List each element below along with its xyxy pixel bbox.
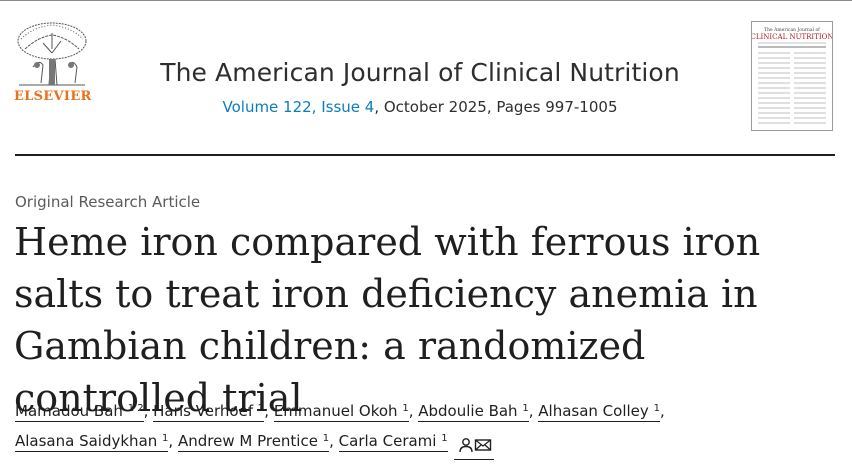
author-affiliation: 1 [322, 433, 330, 444]
author-affiliation: 1 2 [127, 403, 144, 414]
author-affiliation: 1 [402, 403, 409, 414]
journal-cover-thumbnail[interactable]: The American Journal of CLINICAL NUTRITI… [751, 21, 833, 131]
author-link[interactable]: Andrew M Prentice 1 [177, 432, 330, 452]
author-name: Alasana Saidykhan [15, 432, 158, 450]
elsevier-wordmark[interactable]: ELSEVIER [14, 89, 92, 104]
corresponding-author-icons[interactable] [453, 429, 494, 460]
cover-image: The American Journal of CLINICAL NUTRITI… [752, 27, 832, 124]
cover-header-small: The American Journal of [764, 27, 820, 33]
author-link[interactable]: Abdoulie Bah 1 [418, 402, 529, 422]
issue-link[interactable]: Volume 122, Issue 4 [222, 98, 375, 116]
author-name: Abdoulie Bah [418, 402, 518, 420]
author-affiliation: 2 [257, 403, 265, 414]
issue-info: Volume 122, Issue 4, October 2025, Pages… [0, 98, 840, 116]
author-link[interactable]: Emmanuel Okoh 1 [273, 402, 409, 422]
author-link[interactable]: Alasana Saidykhan 1 [15, 432, 169, 452]
top-divider [0, 0, 852, 1]
author-name: Emmanuel Okoh [273, 402, 398, 420]
author-name: Mamadou Bah [15, 402, 123, 420]
elsevier-tree-logo[interactable] [13, 19, 91, 107]
author-link-corresponding[interactable]: Carla Cerami 1 [338, 432, 448, 452]
envelope-icon [474, 438, 491, 451]
header-divider [15, 154, 835, 156]
author-affiliation: 1 [522, 403, 529, 414]
article-title: Heme iron compared with ferrous iron sal… [14, 220, 761, 420]
author-link[interactable]: Hans Verhoef 2 [153, 402, 265, 422]
journal-title[interactable]: The American Journal of Clinical Nutriti… [160, 58, 680, 87]
author-list: Mamadou Bah 1 2, Hans Verhoef 2, Emmanue… [15, 396, 845, 460]
article-type: Original Research Article [15, 193, 201, 211]
issue-date-pages: , October 2025, Pages 997-1005 [374, 98, 618, 116]
author-affiliation: 1 [653, 403, 660, 414]
author-link[interactable]: Mamadou Bah 1 2 [15, 402, 144, 422]
author-name: Hans Verhoef [153, 402, 254, 420]
cover-text-lines [758, 52, 826, 124]
author-affiliation: 1 [162, 433, 169, 444]
cover-header-big: CLINICAL NUTRITION [752, 33, 832, 41]
author-name: Andrew M Prentice [177, 432, 318, 450]
author-affiliation: 1 [441, 433, 448, 444]
person-icon [458, 437, 473, 452]
author-name: Alhasan Colley [538, 402, 649, 420]
author-link[interactable]: Alhasan Colley 1 [538, 402, 660, 422]
author-name: Carla Cerami [338, 432, 437, 450]
